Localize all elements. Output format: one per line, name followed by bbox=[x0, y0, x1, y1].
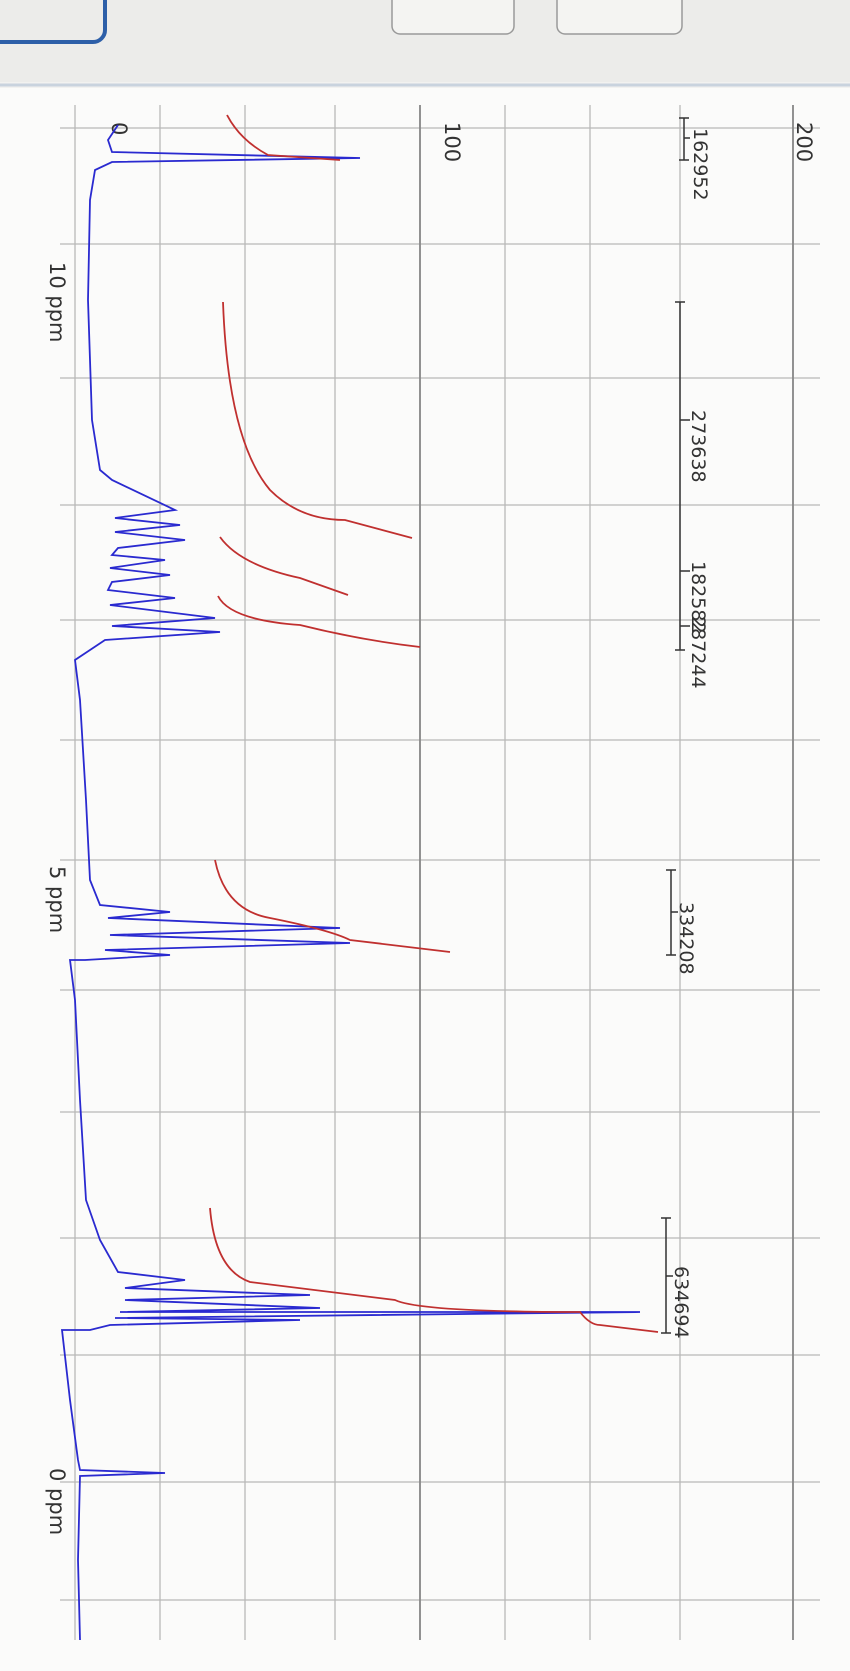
integral-curve bbox=[209, 1207, 659, 1333]
intensity-label: 100 bbox=[440, 122, 464, 162]
intensity-label: 0 bbox=[107, 122, 131, 135]
bracket bbox=[666, 869, 678, 956]
integral-brackets bbox=[661, 117, 690, 1334]
integral-curve bbox=[219, 536, 349, 596]
integral-curves bbox=[209, 114, 659, 1333]
integral-label: 273638 bbox=[687, 410, 709, 483]
bracket bbox=[679, 117, 689, 161]
toolbar-button[interactable] bbox=[391, 0, 515, 35]
integral-label: 334208 bbox=[675, 902, 697, 975]
ppm-label: 5 ppm bbox=[45, 866, 69, 933]
spectrum-trace bbox=[60, 124, 641, 1641]
bracket-tick bbox=[680, 137, 690, 627]
ppm-label: 0 ppm bbox=[45, 1468, 69, 1535]
intensity-label: 200 bbox=[792, 122, 816, 162]
integral-label: 182582 bbox=[687, 561, 709, 634]
integral-curve bbox=[214, 859, 451, 953]
integral-curve bbox=[222, 301, 413, 539]
toolbar-button[interactable] bbox=[0, 0, 107, 44]
toolbar-button[interactable] bbox=[556, 0, 683, 35]
integral-curve bbox=[226, 114, 341, 161]
plot-background bbox=[0, 88, 850, 1671]
integral-curve bbox=[217, 595, 421, 648]
bracket bbox=[675, 301, 685, 651]
integral-label: 162952 bbox=[689, 128, 711, 201]
ppm-label: 10 ppm bbox=[45, 262, 69, 343]
integral-label: 634694 bbox=[670, 1266, 692, 1339]
bracket bbox=[661, 1217, 673, 1334]
integral-label: 287244 bbox=[687, 616, 709, 689]
